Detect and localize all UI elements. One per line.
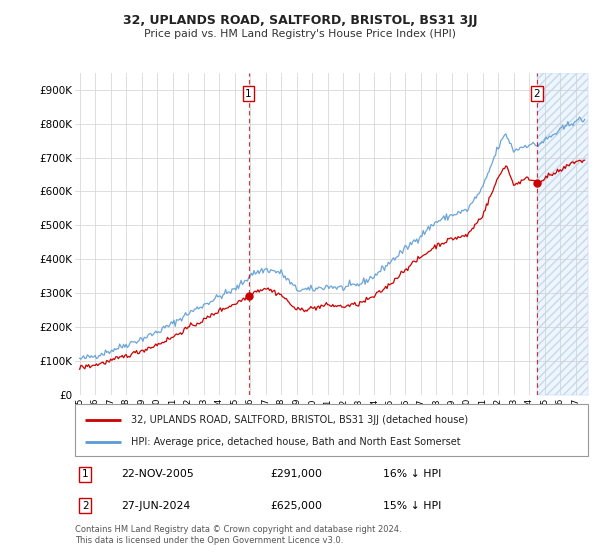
Text: 22-NOV-2005: 22-NOV-2005 [121,469,194,479]
Text: Contains HM Land Registry data © Crown copyright and database right 2024.
This d: Contains HM Land Registry data © Crown c… [75,525,401,545]
Text: Price paid vs. HM Land Registry's House Price Index (HPI): Price paid vs. HM Land Registry's House … [144,29,456,39]
Text: 16% ↓ HPI: 16% ↓ HPI [383,469,441,479]
Text: 2: 2 [82,501,89,511]
Text: £625,000: £625,000 [270,501,322,511]
Text: 1: 1 [245,88,252,99]
FancyBboxPatch shape [75,404,588,456]
Text: 32, UPLANDS ROAD, SALTFORD, BRISTOL, BS31 3JJ (detached house): 32, UPLANDS ROAD, SALTFORD, BRISTOL, BS3… [131,415,469,425]
Text: 15% ↓ HPI: 15% ↓ HPI [383,501,441,511]
Text: £291,000: £291,000 [270,469,322,479]
Text: 2: 2 [533,88,540,99]
Text: 1: 1 [82,469,89,479]
Text: 32, UPLANDS ROAD, SALTFORD, BRISTOL, BS31 3JJ: 32, UPLANDS ROAD, SALTFORD, BRISTOL, BS3… [123,14,477,27]
Text: 27-JUN-2024: 27-JUN-2024 [121,501,190,511]
Text: HPI: Average price, detached house, Bath and North East Somerset: HPI: Average price, detached house, Bath… [131,437,461,447]
